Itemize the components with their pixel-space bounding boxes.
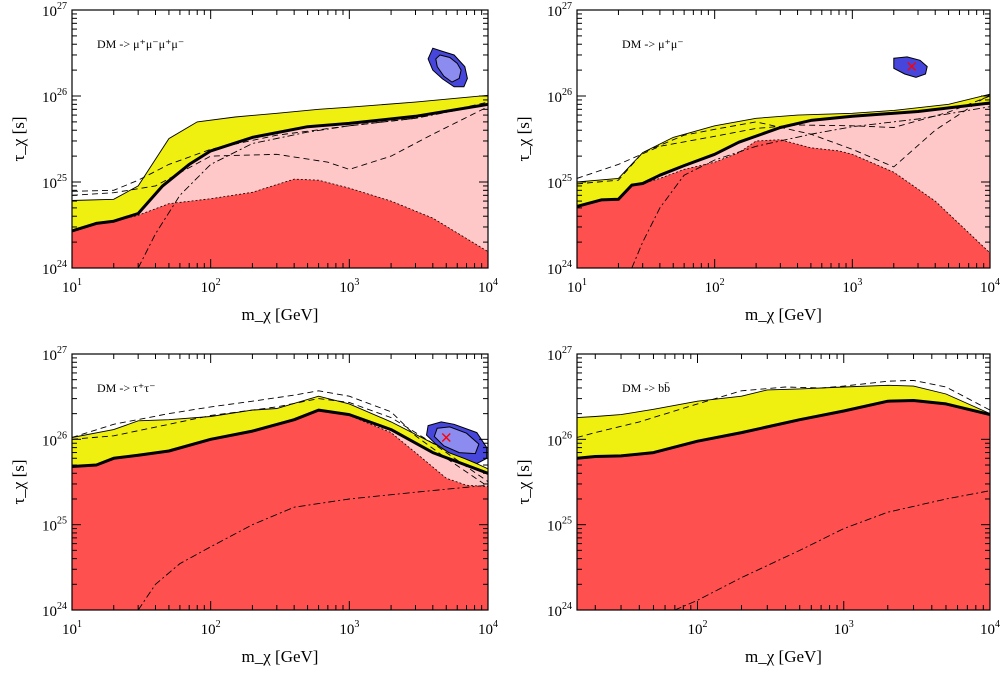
x-tick-label: 104	[478, 619, 498, 638]
plot-frame	[71, 353, 489, 611]
x-tick-label: 103	[339, 619, 359, 638]
plot-frame	[576, 9, 991, 269]
y-tick-label: 1027	[42, 345, 67, 364]
y-axis-label: τ_χ [s]	[514, 459, 533, 504]
x-tick-label: 103	[842, 277, 862, 296]
y-tick-label: 1025	[547, 516, 572, 535]
y-tick-label: 1026	[547, 87, 572, 106]
dashdot-curve	[674, 490, 990, 610]
ticks	[576, 9, 991, 269]
channel-annotation: DM -> τ⁺τ⁻	[97, 381, 155, 395]
thick-limit-curve	[72, 102, 488, 233]
x-tick-label: 102	[705, 277, 725, 296]
x-axis-label: m_χ [GeV]	[745, 305, 822, 324]
dashed-curve-2	[72, 106, 488, 196]
x-tick-label: 101	[62, 619, 82, 638]
y-tick-label: 1027	[42, 1, 67, 20]
red-region	[577, 139, 990, 268]
y-tick-label: 1024	[547, 601, 572, 620]
yellow-band-edge	[577, 384, 990, 419]
panel-1: 101 102 103 104 1024 1025 1026 1027 m_χ [GeV] τ_χ…	[9, 1, 498, 324]
dashed-curve-1	[577, 95, 990, 179]
x-tick-label: 101	[567, 277, 587, 296]
plot-frame	[576, 353, 991, 611]
plot-area-1	[72, 47, 488, 268]
channel-annotation: DM -> μ⁺μ⁻	[622, 37, 684, 51]
dashdot-curve	[137, 103, 488, 268]
dashdot-curve	[137, 484, 488, 610]
x-axis-label: m_χ [GeV]	[745, 647, 822, 666]
dashdot-curve	[631, 106, 990, 268]
y-tick-label: 1027	[547, 345, 572, 364]
y-axis-label: τ_χ [s]	[9, 116, 28, 161]
best-fit-marker	[907, 62, 917, 72]
x-tick-label: 104	[980, 277, 1000, 296]
panel-4: 102 103 104 1024 1025 1026 1027 m_χ [GeV] τ_χ [s…	[514, 345, 1000, 666]
yellow-band-edge	[72, 94, 488, 201]
dashed-curve-2	[72, 398, 488, 482]
dashed-curve-1	[577, 379, 990, 438]
contour-inner	[435, 54, 462, 83]
y-tick-label: 1025	[42, 516, 67, 535]
y-axis-label: τ_χ [s]	[514, 116, 533, 161]
thick-limit-curve	[577, 101, 990, 208]
ticks	[71, 353, 489, 611]
panel-2: 101 102 103 104 1024 1025 1026 1027 m_χ [GeV] τ_χ…	[514, 1, 1000, 324]
x-axis-label: m_χ [GeV]	[242, 305, 319, 324]
yellow-band-edge	[72, 395, 488, 470]
x-tick-label: 103	[339, 277, 359, 296]
y-tick-label: 1024	[42, 259, 67, 278]
panel-3: 101 102 103 104 1024 1025 1026 1027 m_χ [GeV] τ_χ…	[9, 345, 498, 666]
x-tick-label: 103	[834, 619, 854, 638]
y-tick-label: 1026	[547, 430, 572, 449]
red-region	[72, 179, 488, 268]
x-tick-label: 101	[62, 277, 82, 296]
y-tick-label: 1027	[547, 1, 572, 20]
y-tick-label: 1025	[547, 173, 572, 192]
ticks	[577, 353, 991, 611]
x-tick-label: 104	[478, 277, 498, 296]
plot-area-2	[577, 56, 990, 268]
y-axis-label: τ_χ [s]	[9, 459, 28, 504]
y-tick-label: 1026	[42, 430, 67, 449]
red-region-edge	[72, 409, 488, 487]
plot-frame	[71, 9, 489, 269]
channel-annotation: DM -> bb̄	[622, 381, 670, 395]
x-tick-label: 104	[980, 619, 1000, 638]
thick-limit-curve	[72, 408, 488, 475]
x-tick-label: 102	[687, 619, 707, 638]
ticks	[71, 9, 489, 269]
y-tick-label: 1026	[42, 87, 67, 106]
plot-area-3	[72, 390, 488, 610]
x-tick-label: 102	[201, 277, 221, 296]
red-region	[72, 410, 488, 610]
plot-area-4	[577, 379, 990, 610]
dashed-curve-2	[577, 93, 990, 185]
thick-limit-curve	[577, 399, 990, 460]
dashed-curve-1	[72, 390, 488, 487]
x-axis-label: m_χ [GeV]	[242, 647, 319, 666]
y-tick-label: 1024	[547, 259, 572, 278]
red-region-edge	[72, 178, 488, 252]
red-region-edge	[577, 139, 990, 254]
y-tick-label: 1024	[42, 601, 67, 620]
contour-inner	[433, 426, 480, 455]
red-region	[577, 400, 990, 610]
x-tick-label: 102	[201, 619, 221, 638]
channel-annotation: DM -> μ⁺μ⁻μ⁺μ⁻	[97, 37, 184, 51]
y-tick-label: 1025	[42, 173, 67, 192]
best-fit-marker	[441, 433, 451, 443]
yellow-band-edge	[577, 93, 990, 183]
